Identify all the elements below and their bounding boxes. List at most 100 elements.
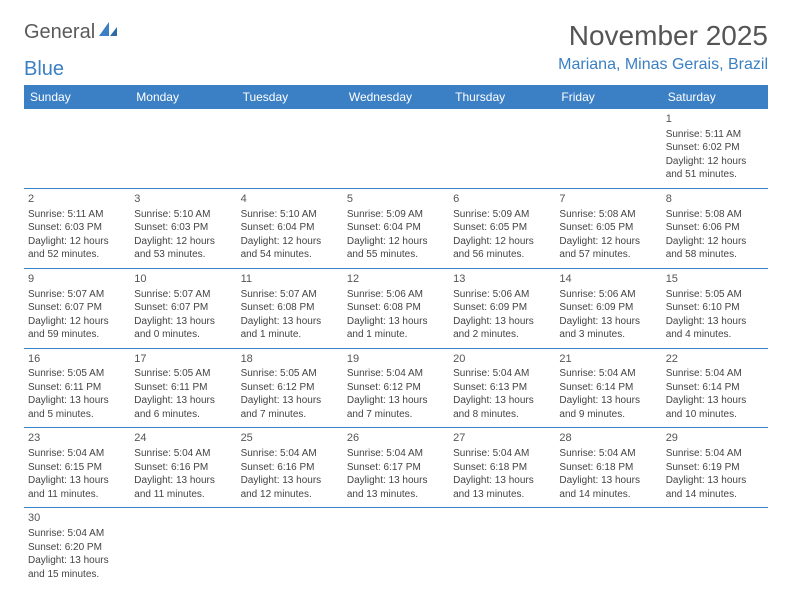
daylight-text: Daylight: 13 hours and 5 minutes. [28,394,126,421]
daylight-text: Daylight: 12 hours and 55 minutes. [347,235,445,262]
calendar-cell: 29Sunrise: 5:04 AMSunset: 6:19 PMDayligh… [662,428,768,508]
day-number: 12 [347,272,445,287]
day-number: 14 [559,272,657,287]
daylight-text: Daylight: 13 hours and 14 minutes. [559,474,657,501]
sunset-text: Sunset: 6:13 PM [453,381,551,395]
daylight-text: Daylight: 12 hours and 54 minutes. [241,235,339,262]
sunrise-text: Sunrise: 5:04 AM [134,447,232,461]
calendar-cell: 11Sunrise: 5:07 AMSunset: 6:08 PMDayligh… [237,268,343,348]
calendar-cell: 1Sunrise: 5:11 AMSunset: 6:02 PMDaylight… [662,109,768,188]
daylight-text: Daylight: 13 hours and 11 minutes. [134,474,232,501]
col-friday: Friday [555,85,661,109]
sunset-text: Sunset: 6:17 PM [347,461,445,475]
daylight-text: Daylight: 13 hours and 12 minutes. [241,474,339,501]
sunset-text: Sunset: 6:04 PM [347,221,445,235]
sunrise-text: Sunrise: 5:05 AM [134,367,232,381]
sunset-text: Sunset: 6:08 PM [241,301,339,315]
calendar-row: 23Sunrise: 5:04 AMSunset: 6:15 PMDayligh… [24,428,768,508]
sail-icon [97,20,119,44]
calendar-cell: 5Sunrise: 5:09 AMSunset: 6:04 PMDaylight… [343,188,449,268]
day-number: 5 [347,192,445,207]
calendar-row: 1Sunrise: 5:11 AMSunset: 6:02 PMDaylight… [24,109,768,188]
day-number: 30 [28,511,126,526]
daylight-text: Daylight: 13 hours and 13 minutes. [453,474,551,501]
daylight-text: Daylight: 12 hours and 57 minutes. [559,235,657,262]
sunrise-text: Sunrise: 5:07 AM [134,288,232,302]
calendar-cell: 27Sunrise: 5:04 AMSunset: 6:18 PMDayligh… [449,428,555,508]
sunset-text: Sunset: 6:07 PM [28,301,126,315]
sunset-text: Sunset: 6:16 PM [134,461,232,475]
day-number: 10 [134,272,232,287]
daylight-text: Daylight: 13 hours and 14 minutes. [666,474,764,501]
daylight-text: Daylight: 12 hours and 58 minutes. [666,235,764,262]
sunset-text: Sunset: 6:11 PM [28,381,126,395]
day-number: 6 [453,192,551,207]
sunrise-text: Sunrise: 5:04 AM [347,447,445,461]
calendar-cell [237,508,343,587]
calendar-row: 30Sunrise: 5:04 AMSunset: 6:20 PMDayligh… [24,508,768,587]
sunrise-text: Sunrise: 5:04 AM [28,447,126,461]
calendar-cell: 23Sunrise: 5:04 AMSunset: 6:15 PMDayligh… [24,428,130,508]
calendar-cell: 13Sunrise: 5:06 AMSunset: 6:09 PMDayligh… [449,268,555,348]
daylight-text: Daylight: 13 hours and 8 minutes. [453,394,551,421]
day-number: 26 [347,431,445,446]
day-number: 4 [241,192,339,207]
sunrise-text: Sunrise: 5:06 AM [453,288,551,302]
day-number: 21 [559,352,657,367]
sunrise-text: Sunrise: 5:11 AM [28,208,126,222]
sunrise-text: Sunrise: 5:06 AM [559,288,657,302]
sunset-text: Sunset: 6:02 PM [666,141,764,155]
sunrise-text: Sunrise: 5:10 AM [134,208,232,222]
day-number: 1 [666,112,764,127]
day-header-row: Sunday Monday Tuesday Wednesday Thursday… [24,85,768,109]
calendar-cell [24,109,130,188]
calendar-cell: 24Sunrise: 5:04 AMSunset: 6:16 PMDayligh… [130,428,236,508]
calendar-cell: 10Sunrise: 5:07 AMSunset: 6:07 PMDayligh… [130,268,236,348]
sunrise-text: Sunrise: 5:09 AM [347,208,445,222]
daylight-text: Daylight: 13 hours and 7 minutes. [347,394,445,421]
calendar-cell: 7Sunrise: 5:08 AMSunset: 6:05 PMDaylight… [555,188,661,268]
calendar-cell: 2Sunrise: 5:11 AMSunset: 6:03 PMDaylight… [24,188,130,268]
calendar-cell: 17Sunrise: 5:05 AMSunset: 6:11 PMDayligh… [130,348,236,428]
calendar-cell: 9Sunrise: 5:07 AMSunset: 6:07 PMDaylight… [24,268,130,348]
day-number: 11 [241,272,339,287]
daylight-text: Daylight: 13 hours and 13 minutes. [347,474,445,501]
daylight-text: Daylight: 12 hours and 59 minutes. [28,315,126,342]
day-number: 3 [134,192,232,207]
sunrise-text: Sunrise: 5:04 AM [559,447,657,461]
sunrise-text: Sunrise: 5:05 AM [28,367,126,381]
calendar-cell: 28Sunrise: 5:04 AMSunset: 6:18 PMDayligh… [555,428,661,508]
calendar-cell [449,109,555,188]
daylight-text: Daylight: 13 hours and 11 minutes. [28,474,126,501]
day-number: 29 [666,431,764,446]
calendar-row: 2Sunrise: 5:11 AMSunset: 6:03 PMDaylight… [24,188,768,268]
sunrise-text: Sunrise: 5:04 AM [666,447,764,461]
sunset-text: Sunset: 6:11 PM [134,381,232,395]
sunset-text: Sunset: 6:16 PM [241,461,339,475]
sunrise-text: Sunrise: 5:04 AM [241,447,339,461]
calendar-cell [449,508,555,587]
calendar-cell [343,508,449,587]
day-number: 15 [666,272,764,287]
day-number: 20 [453,352,551,367]
calendar-cell: 8Sunrise: 5:08 AMSunset: 6:06 PMDaylight… [662,188,768,268]
calendar-cell [130,109,236,188]
daylight-text: Daylight: 13 hours and 7 minutes. [241,394,339,421]
sunset-text: Sunset: 6:14 PM [666,381,764,395]
logo-text-blue: Blue [24,58,768,81]
sunset-text: Sunset: 6:03 PM [134,221,232,235]
daylight-text: Daylight: 13 hours and 0 minutes. [134,315,232,342]
daylight-text: Daylight: 13 hours and 6 minutes. [134,394,232,421]
calendar-cell [662,508,768,587]
day-number: 8 [666,192,764,207]
sunrise-text: Sunrise: 5:11 AM [666,128,764,142]
calendar-cell: 14Sunrise: 5:06 AMSunset: 6:09 PMDayligh… [555,268,661,348]
calendar-row: 9Sunrise: 5:07 AMSunset: 6:07 PMDaylight… [24,268,768,348]
daylight-text: Daylight: 13 hours and 10 minutes. [666,394,764,421]
daylight-text: Daylight: 13 hours and 1 minute. [347,315,445,342]
daylight-text: Daylight: 13 hours and 9 minutes. [559,394,657,421]
sunrise-text: Sunrise: 5:09 AM [453,208,551,222]
day-number: 7 [559,192,657,207]
sunset-text: Sunset: 6:14 PM [559,381,657,395]
day-number: 9 [28,272,126,287]
